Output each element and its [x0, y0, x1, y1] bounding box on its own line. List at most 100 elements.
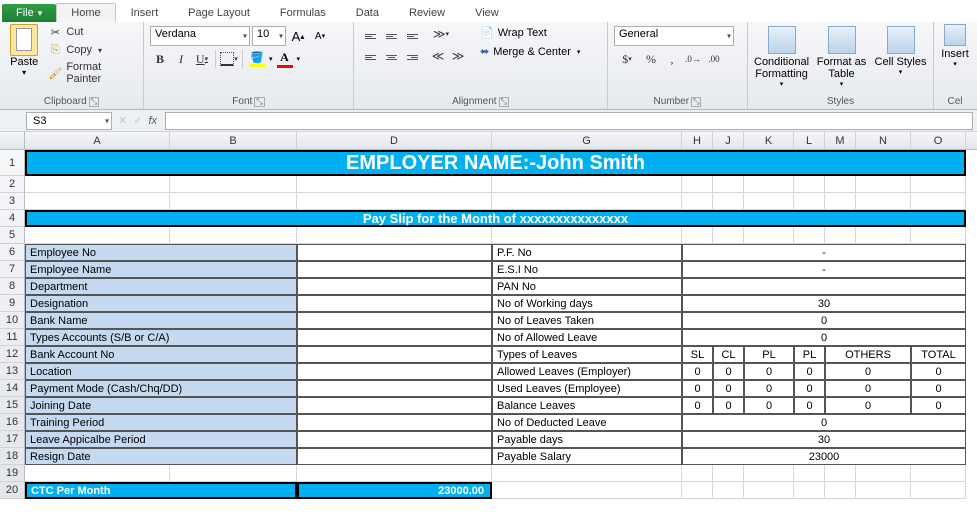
conditional-formatting-button[interactable]: Conditional Formatting▾ — [754, 26, 809, 88]
tab-review[interactable]: Review — [394, 3, 460, 22]
leave-cell[interactable]: 0 — [825, 397, 911, 414]
tab-page-layout[interactable]: Page Layout — [173, 3, 265, 22]
cell[interactable] — [744, 482, 794, 499]
cell[interactable] — [744, 227, 794, 244]
row-header[interactable]: 5 — [0, 227, 24, 244]
leave-cell[interactable]: 0 — [713, 380, 744, 397]
border-button[interactable]: ▾ — [219, 49, 239, 69]
align-middle-button[interactable] — [381, 26, 401, 46]
orientation-button[interactable]: ≫▾ — [428, 24, 454, 44]
leave-cell[interactable]: 0 — [794, 363, 825, 380]
cell[interactable] — [744, 465, 794, 482]
row-header[interactable]: 4 — [0, 210, 24, 227]
cell[interactable] — [492, 176, 682, 193]
fill-color-button[interactable]: 🪣 — [246, 51, 268, 67]
decrease-decimal-button[interactable]: .00 — [704, 49, 724, 69]
leave-cell[interactable]: 0 — [911, 380, 966, 397]
row-header[interactable]: 15 — [0, 397, 24, 414]
merge-center-button[interactable]: ⬌Merge & Center▾ — [476, 43, 584, 60]
leave-cell[interactable]: 0 — [794, 397, 825, 414]
stat-value[interactable]: 0 — [682, 329, 966, 346]
leave-cell[interactable]: 0 — [744, 397, 794, 414]
currency-button[interactable]: $▾ — [614, 49, 640, 69]
name-box[interactable]: S3▾ — [26, 112, 112, 130]
leave-cell[interactable]: 0 — [825, 363, 911, 380]
worksheet[interactable]: ABDGHJKLMNO 1234567891011121314151617181… — [0, 132, 977, 499]
cell[interactable] — [825, 193, 856, 210]
field-value[interactable] — [297, 363, 492, 380]
leave-cell[interactable]: 0 — [682, 397, 713, 414]
cell[interactable] — [713, 193, 744, 210]
tab-data[interactable]: Data — [341, 3, 394, 22]
increase-indent-button[interactable]: ≫ — [448, 46, 468, 66]
row-header[interactable]: 16 — [0, 414, 24, 431]
dialog-launcher-icon[interactable]: ⤡ — [89, 97, 99, 107]
cell[interactable] — [297, 227, 492, 244]
cell[interactable] — [25, 193, 170, 210]
align-top-button[interactable] — [360, 26, 380, 46]
cell[interactable] — [170, 176, 297, 193]
leave-cell[interactable]: 0 — [825, 380, 911, 397]
cell[interactable] — [911, 482, 966, 499]
cell[interactable] — [492, 465, 682, 482]
row-header[interactable]: 19 — [0, 465, 24, 482]
font-color-button[interactable]: A — [274, 50, 296, 68]
field-value[interactable] — [297, 397, 492, 414]
tab-view[interactable]: View — [460, 3, 514, 22]
cell[interactable] — [825, 227, 856, 244]
underline-button[interactable]: U▾ — [192, 49, 212, 69]
format-painter-button[interactable]: 🖌Format Painter — [46, 60, 137, 86]
field-value[interactable] — [297, 380, 492, 397]
row-header[interactable]: 9 — [0, 295, 24, 312]
cell[interactable] — [682, 465, 713, 482]
row-header[interactable]: 12 — [0, 346, 24, 363]
tab-formulas[interactable]: Formulas — [265, 3, 341, 22]
stat-value[interactable]: 23000 — [682, 448, 966, 465]
column-header[interactable]: N — [856, 132, 911, 149]
row-header[interactable]: 11 — [0, 329, 24, 346]
cell[interactable] — [170, 227, 297, 244]
cut-button[interactable]: ✂Cut — [46, 24, 137, 40]
cell[interactable] — [25, 465, 170, 482]
format-as-table-button[interactable]: Format as Table▾ — [815, 26, 868, 88]
cell[interactable] — [856, 227, 911, 244]
field-value[interactable] — [297, 261, 492, 278]
cell[interactable] — [794, 482, 825, 499]
cell[interactable] — [794, 465, 825, 482]
column-header[interactable]: J — [713, 132, 744, 149]
column-header[interactable]: D — [297, 132, 492, 149]
align-left-button[interactable] — [360, 47, 380, 67]
leave-cell[interactable]: 0 — [794, 380, 825, 397]
insert-button[interactable]: Insert▾ — [940, 24, 970, 68]
leave-cell[interactable]: TOTAL — [911, 346, 966, 363]
increase-decimal-button[interactable]: .0→ — [683, 49, 703, 69]
dialog-launcher-icon[interactable]: ⤡ — [254, 97, 264, 107]
row-header[interactable]: 7 — [0, 261, 24, 278]
leave-cell[interactable]: SL — [682, 346, 713, 363]
row-header[interactable]: 20 — [0, 482, 24, 499]
comma-button[interactable]: , — [662, 49, 682, 69]
column-header[interactable]: K — [744, 132, 794, 149]
cell[interactable] — [856, 176, 911, 193]
cell[interactable] — [744, 193, 794, 210]
row-header[interactable]: 1 — [0, 150, 24, 176]
tab-home[interactable]: Home — [56, 3, 115, 22]
decrease-indent-button[interactable]: ≪ — [428, 46, 448, 66]
stat-value[interactable]: 30 — [682, 295, 966, 312]
column-header[interactable]: M — [825, 132, 856, 149]
cell[interactable] — [856, 482, 911, 499]
field-value[interactable] — [297, 295, 492, 312]
field-value[interactable] — [297, 346, 492, 363]
leave-cell[interactable]: 0 — [713, 397, 744, 414]
align-bottom-button[interactable] — [402, 26, 422, 46]
field-value[interactable] — [297, 414, 492, 431]
column-header[interactable]: L — [794, 132, 825, 149]
cell[interactable] — [170, 465, 297, 482]
cell[interactable] — [744, 176, 794, 193]
stat-value[interactable] — [682, 278, 966, 295]
stat-value[interactable]: - — [682, 244, 966, 261]
row-header[interactable]: 17 — [0, 431, 24, 448]
cell[interactable] — [794, 227, 825, 244]
dialog-launcher-icon[interactable]: ⤡ — [691, 97, 701, 107]
file-tab[interactable]: File ▾ — [2, 4, 56, 22]
